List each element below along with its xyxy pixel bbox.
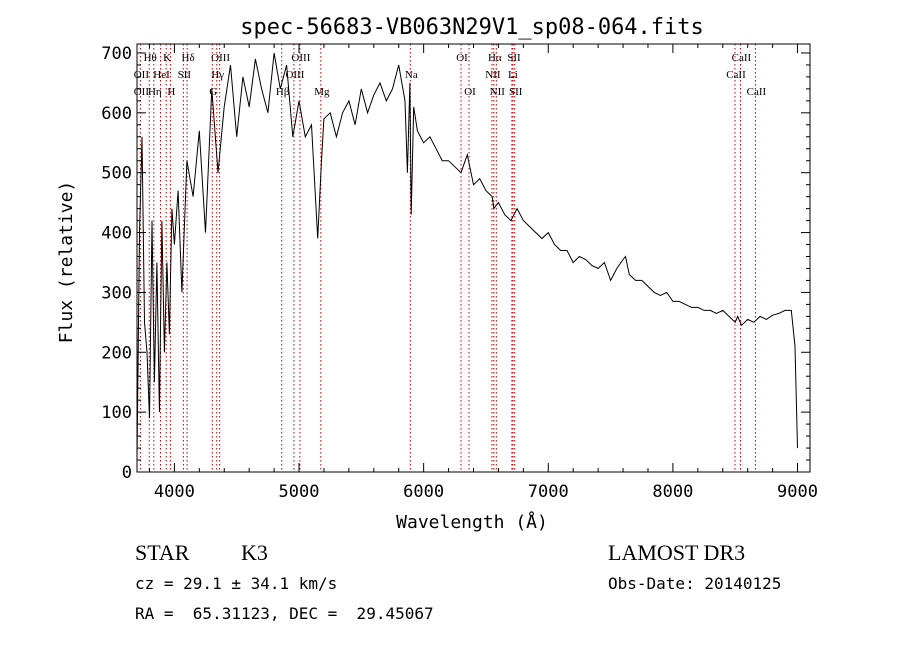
y-tick-label-200: 200 <box>101 343 132 363</box>
line-label-13: OIII <box>285 69 304 81</box>
line-label-27: CaII <box>747 86 767 98</box>
line-label-6: H <box>167 86 175 98</box>
line-label-7: SII <box>178 69 192 81</box>
line-label-0: Hθ <box>144 52 157 64</box>
line-label-24: SII <box>509 86 523 98</box>
line-label-10: Hγ <box>211 69 224 81</box>
y-tick-label-300: 300 <box>101 283 132 303</box>
y-tick-label-600: 600 <box>101 104 132 124</box>
redshift-text: cz = 29.1 ± 34.1 km/s <box>135 574 338 593</box>
line-label-26: CaII <box>726 69 746 81</box>
y-tick-label-100: 100 <box>101 403 132 423</box>
x-tick-label-4000: 4000 <box>154 482 195 502</box>
plot-frame <box>136 43 811 473</box>
line-label-1: OII <box>134 69 150 81</box>
line-label-9: OIII <box>211 52 230 64</box>
object-subclass: K3 <box>241 540 268 565</box>
line-label-17: OI <box>456 52 468 64</box>
coordinates-text: RA = 65.31123, DEC = 29.45067 <box>135 604 434 623</box>
x-tick-label-7000: 7000 <box>528 482 569 502</box>
line-label-5: HeI <box>153 69 170 81</box>
x-tick-label-8000: 8000 <box>652 482 693 502</box>
line-label-15: Mg <box>314 86 330 98</box>
x-tick-label-6000: 6000 <box>403 482 444 502</box>
line-label-20: NII <box>485 69 501 81</box>
spectrum-line <box>136 52 798 461</box>
line-label-25: CaII <box>732 52 752 64</box>
line-label-18: OI <box>464 86 476 98</box>
line-label-16: Na <box>405 69 418 81</box>
line-label-23: Li <box>508 69 518 81</box>
line-label-12: OIII <box>291 52 310 64</box>
emission-absorption-line-markers <box>139 44 756 472</box>
line-label-14: Hβ <box>276 86 290 98</box>
y-axis-label: Flux (relative) <box>56 181 77 344</box>
line-label-21: NII <box>490 86 506 98</box>
x-tick-label-9000: 9000 <box>777 482 818 502</box>
survey-name: LAMOST DR3 <box>608 540 746 565</box>
y-tick-label-0: 0 <box>122 463 132 483</box>
line-label-22: SII <box>507 52 521 64</box>
y-tick-label-700: 700 <box>101 44 132 64</box>
y-tick-label-500: 500 <box>101 164 132 184</box>
line-label-3: Hη <box>148 86 162 98</box>
x-axis: 4000 5000 6000 7000 8000 9000 <box>148 44 818 502</box>
line-label-8: Hδ <box>182 52 195 64</box>
object-class: STAR <box>135 540 190 565</box>
x-axis-label: Wavelength (Å) <box>396 511 548 533</box>
obs-date: Obs-Date: 20140125 <box>608 574 782 593</box>
y-tick-label-400: 400 <box>101 224 132 244</box>
line-label-4: K <box>163 52 171 64</box>
chart-title: spec-56683-VB063N29V1_sp08-064.fits <box>240 15 704 40</box>
line-label-19: Hα <box>488 52 502 64</box>
x-tick-label-5000: 5000 <box>279 482 320 502</box>
line-label-11: G <box>209 86 217 98</box>
y-axis: 0 100 200 300 400 500 600 700 <box>101 44 810 483</box>
